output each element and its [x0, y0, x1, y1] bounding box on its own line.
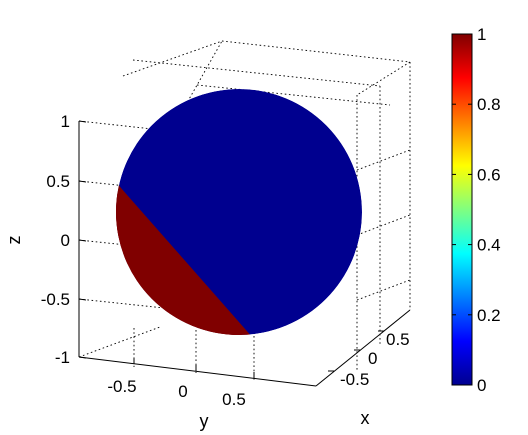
y-axis-label: y [200, 411, 209, 431]
colorbar-tick-label: 0 [477, 376, 486, 395]
x-tick-label: 0.5 [386, 330, 410, 349]
colorbar-tick-label: 0.6 [477, 165, 501, 184]
z-tick--1 [78, 356, 87, 359]
z-grid-line--0.5 [78, 298, 165, 309]
z-tick-label: 0 [61, 231, 70, 250]
colorbar-gradient [451, 33, 473, 386]
y-tick-label: 0 [178, 382, 187, 401]
z-tick-label: 1 [61, 112, 70, 131]
colorbar-tick-label: 0.2 [477, 306, 501, 325]
right-wall-line-2 [356, 214, 411, 236]
z-axis-label: z [4, 236, 24, 245]
z-tick-0.5 [78, 180, 87, 183]
top-edge-back [221, 40, 411, 63]
y-tick-labels: -0.5 0 0.5 [107, 377, 245, 409]
colorbar-tick-label: 1 [477, 25, 486, 44]
z-tick-label: 0.5 [46, 172, 70, 191]
colorbar: 0 0.2 0.4 0.6 0.8 1 [451, 25, 501, 395]
top-grid [122, 40, 411, 370]
z-tick-0 [78, 239, 87, 242]
right-wall-line-3 [356, 279, 411, 301]
sphere [116, 89, 362, 335]
top-grid-line-2 [196, 84, 391, 106]
z-tick-1 [78, 120, 87, 123]
z-tick-labels: 1 0.5 0 -0.5 -1 [41, 112, 70, 367]
x-tick-labels: -0.5 0 0.5 [340, 330, 410, 389]
top-grid-line-3 [132, 59, 381, 87]
top-grid-line-4 [122, 40, 223, 77]
colorbar-tick-label: 0.4 [477, 236, 501, 255]
z-tick--0.5 [78, 298, 87, 301]
top-right-edge [356, 61, 411, 96]
axes [78, 120, 411, 387]
z-tick-label: -0.5 [41, 290, 70, 309]
y-tick-label: -0.5 [107, 377, 136, 396]
x-axis-label: x [361, 408, 370, 428]
floor-back-edge [78, 326, 161, 358]
x-axis-line [315, 309, 411, 387]
y-tick-label: 0.5 [222, 390, 246, 409]
x-tick-label: -0.5 [340, 370, 369, 389]
right-wall-line-1 [356, 149, 411, 171]
floor-grid [78, 326, 255, 380]
colorbar-ticks: 0 0.2 0.4 0.6 0.8 1 [452, 25, 501, 395]
colorbar-tick-label: 0.8 [477, 95, 501, 114]
x-tick-label: 0 [368, 349, 377, 368]
y-axis-line [78, 356, 317, 387]
z-tick-label: -1 [55, 348, 70, 367]
